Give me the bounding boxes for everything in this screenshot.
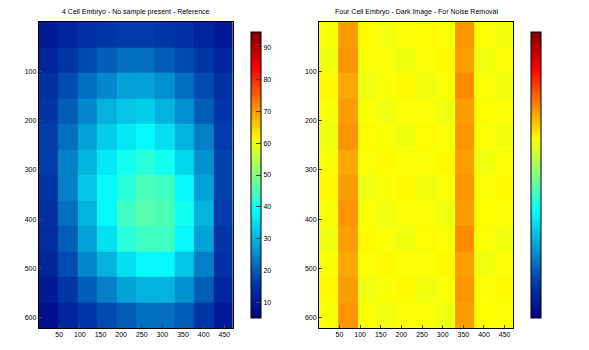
svg-text:300: 300 [157,331,169,338]
svg-text:350: 350 [458,331,470,338]
svg-text:400: 400 [305,216,317,223]
svg-text:300: 300 [437,331,449,338]
svg-text:40: 40 [263,203,271,210]
svg-text:400: 400 [478,331,490,338]
svg-text:60: 60 [263,140,271,147]
svg-text:50: 50 [55,331,63,338]
svg-text:30: 30 [263,235,271,242]
svg-text:100: 100 [74,331,86,338]
svg-text:600: 600 [25,314,37,321]
svg-text:200: 200 [115,331,127,338]
svg-text:400: 400 [25,216,37,223]
svg-text:70: 70 [263,108,271,115]
svg-text:450: 450 [219,331,231,338]
svg-text:250: 250 [136,331,148,338]
svg-text:100: 100 [25,68,37,75]
svg-text:50: 50 [263,171,271,178]
svg-text:200: 200 [25,117,37,124]
svg-text:300: 300 [25,166,37,173]
svg-text:150: 150 [375,331,387,338]
svg-text:20: 20 [263,267,271,274]
svg-text:50: 50 [336,331,344,338]
svg-text:100: 100 [354,331,366,338]
svg-text:200: 200 [396,331,408,338]
svg-text:600: 600 [305,314,317,321]
svg-text:400: 400 [198,331,210,338]
svg-text:350: 350 [177,331,189,338]
svg-text:80: 80 [263,76,271,83]
svg-text:100: 100 [305,68,317,75]
svg-text:150: 150 [95,331,107,338]
svg-text:500: 500 [305,265,317,272]
svg-text:450: 450 [499,331,511,338]
svg-text:10: 10 [263,299,271,306]
svg-text:300: 300 [305,166,317,173]
svg-text:500: 500 [25,265,37,272]
svg-text:200: 200 [305,117,317,124]
svg-text:4 Cell Embryo - No sample pres: 4 Cell Embryo - No sample present - Refe… [62,8,210,16]
svg-text:Four Cell Embryo - Dark Image: Four Cell Embryo - Dark Image - For Nois… [335,8,498,16]
svg-text:250: 250 [416,331,428,338]
svg-text:90: 90 [263,44,271,51]
